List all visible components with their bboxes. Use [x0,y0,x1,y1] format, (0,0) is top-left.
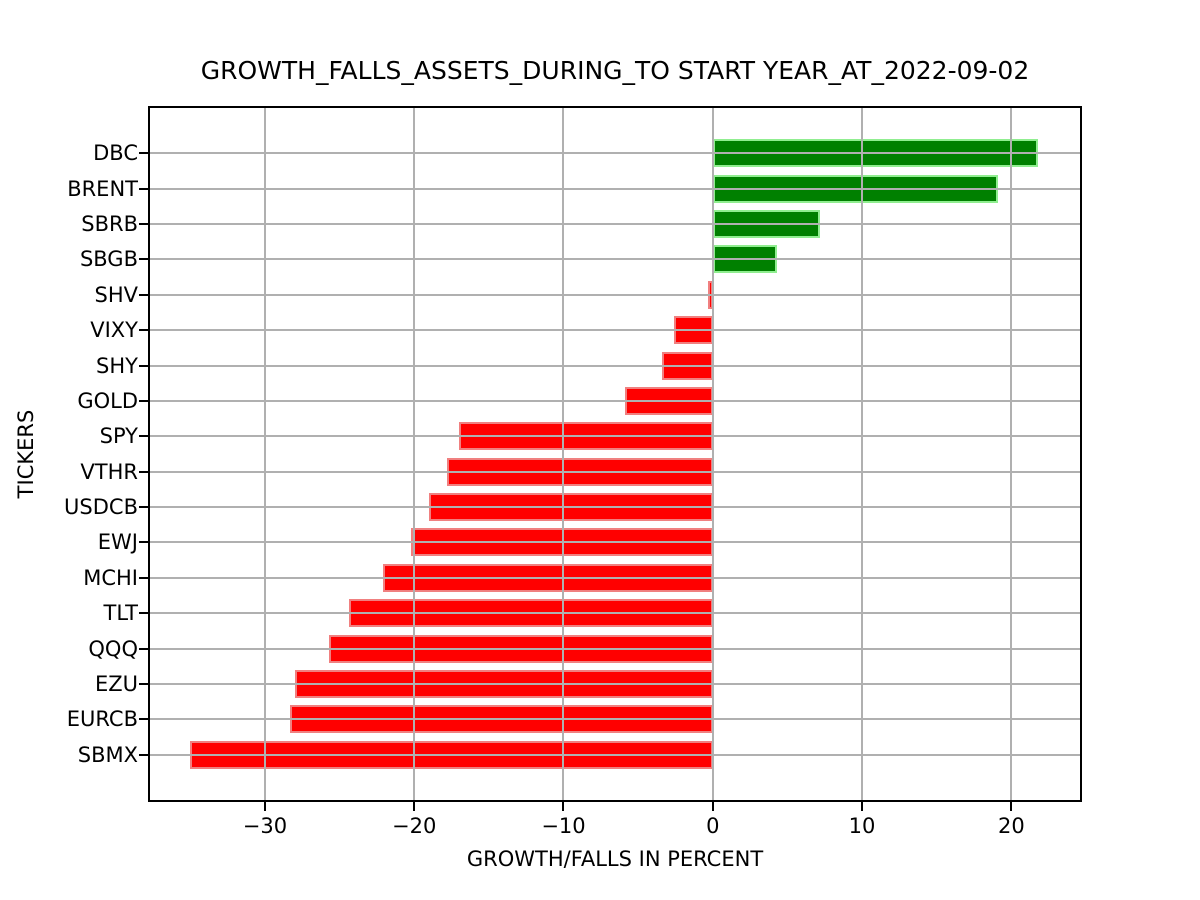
chart-title: GROWTH_FALLS_ASSETS_DURING_TO START YEAR… [200,56,1030,85]
y-tick-mark [139,187,148,190]
y-tick-mark [139,329,148,332]
y-gridline [150,435,1080,438]
y-gridline [150,470,1080,473]
y-tick-label-VTHR: VTHR [80,459,138,484]
y-gridline [150,541,1080,544]
y-tick-label-SHY: SHY [96,353,138,378]
x-tick-mark [562,802,565,811]
y-tick-mark [139,470,148,473]
y-tick-label-SBRB: SBRB [81,212,138,237]
y-tick-label-GOLD: GOLD [77,388,138,413]
y-gridline [150,576,1080,579]
y-tick-label-BRENT: BRENT [67,176,138,201]
y-tick-label-SBGB: SBGB [79,247,138,272]
x-tick-label: −20 [392,814,437,838]
y-tick-mark [139,364,148,367]
y-tick-mark [139,718,148,721]
x-tick-label: 20 [997,814,1025,838]
x-tick-label: 0 [706,814,720,838]
x-gridline [711,108,714,800]
y-gridline [150,258,1080,261]
y-gridline [150,718,1080,721]
y-tick-mark [139,541,148,544]
y-tick-mark [139,647,148,650]
y-tick-mark [139,152,148,155]
y-tick-label-VIXY: VIXY [90,318,138,343]
x-tick-label: 10 [848,814,876,838]
y-gridline [150,647,1080,650]
y-tick-label-MCHI: MCHI [83,565,138,590]
x-tick-label: −10 [541,814,586,838]
y-gridline [150,223,1080,226]
x-tick-mark [861,802,864,811]
y-tick-label-EZU: EZU [94,671,138,696]
y-tick-mark [139,576,148,579]
x-gridline [263,108,266,800]
x-gridline [1010,108,1013,800]
y-tick-label-QQQ: QQQ [88,636,138,661]
y-gridline [150,753,1080,756]
x-tick-mark [1010,802,1013,811]
y-tick-mark [139,399,148,402]
y-gridline [150,293,1080,296]
y-tick-label-DBC: DBC [93,141,138,166]
x-tick-label: −30 [242,814,288,838]
y-gridline [150,612,1080,615]
y-gridline [150,329,1080,332]
y-tick-mark [139,682,148,685]
y-tick-label-SHV: SHV [94,282,139,307]
y-tick-label-EURCB: EURCB [66,707,138,732]
y-tick-mark [139,258,148,261]
y-tick-mark [139,293,148,296]
y-tick-label-EWJ: EWJ [97,530,138,555]
y-tick-mark [139,506,148,509]
y-gridline [150,187,1080,190]
y-tick-mark [139,753,148,756]
x-gridline [562,108,565,800]
x-tick-mark [711,802,714,811]
y-tick-mark [139,435,148,438]
y-gridline [150,364,1080,367]
y-tick-label-SPY: SPY [99,424,138,449]
x-gridline [861,108,864,800]
x-axis-label: GROWTH/FALLS IN PERCENT [466,847,764,871]
x-tick-mark [413,802,416,811]
y-tick-label-SBMX: SBMX [77,742,138,767]
y-gridline [150,399,1080,402]
plot-area [150,108,1080,800]
x-gridline [413,108,416,800]
y-tick-mark [139,612,148,615]
y-gridline [150,152,1080,155]
y-tick-label-USDCB: USDCB [64,495,138,520]
y-gridline [150,506,1080,509]
y-gridline [150,682,1080,685]
x-tick-mark [263,802,266,811]
y-tick-mark [139,223,148,226]
y-tick-label-TLT: TLT [103,601,138,626]
